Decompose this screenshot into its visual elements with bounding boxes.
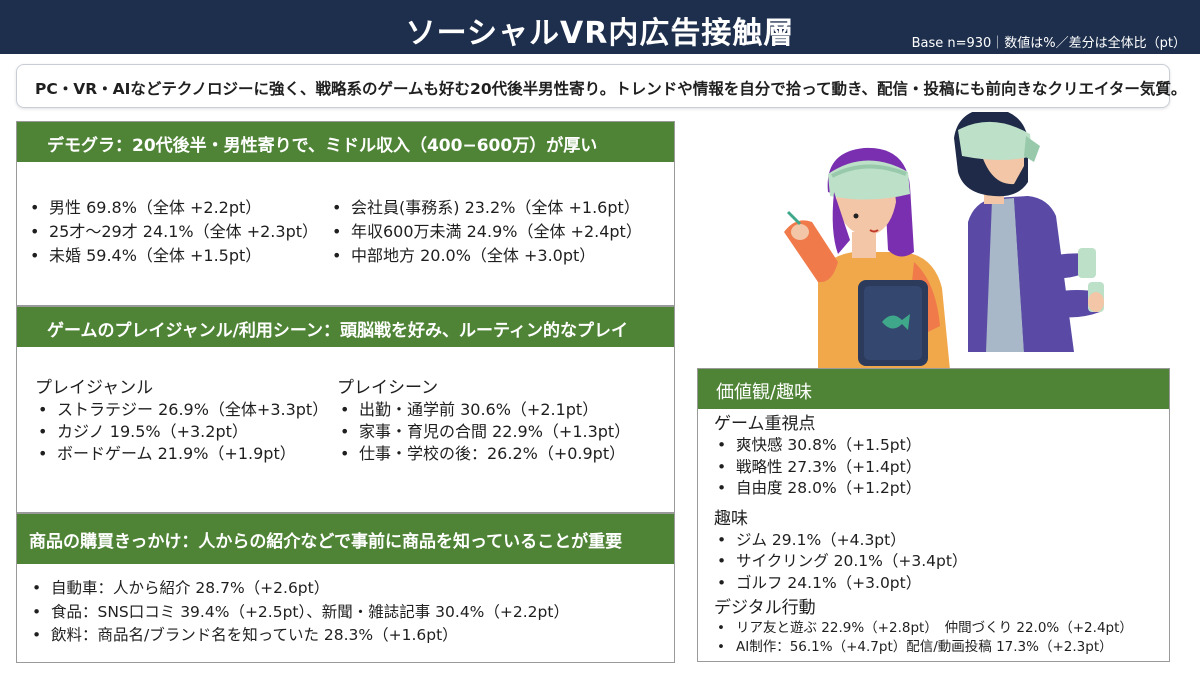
demographics-right-column: 会社員(事務系) 23.2%（全体 +1.6pt） 年収600万未満 24.9%… xyxy=(329,196,642,268)
demographics-left-column: 男性 69.8%（全体 +2.2pt） 25才〜29才 24.1%（全体 +2.… xyxy=(27,196,318,268)
page-title: ソーシャルVR内広告接触層 xyxy=(405,16,795,51)
genre-item: ボードゲーム 21.9%（+1.9pt） xyxy=(35,443,328,465)
digital-title: デジタル行動 xyxy=(714,598,816,618)
purchase-heading: 商品の購買きっかけ：人からの紹介などで事前に商品を知っていることが重要 xyxy=(17,514,674,564)
vr-people-icon xyxy=(784,108,1104,370)
genre-item: ストラテジー 26.9%（全体+3.3pt） xyxy=(35,399,328,421)
demographics-item: 中部地方 20.0%（全体 +3.0pt） xyxy=(329,244,642,268)
demographics-item: 25才〜29才 24.1%（全体 +2.3pt） xyxy=(27,220,318,244)
genre-title: プレイジャンル xyxy=(35,378,154,398)
scene-item: 出勤・通学前 30.6%（+2.1pt） xyxy=(337,399,630,421)
demographics-item: 年収600万未満 24.9%（全体 +2.4pt） xyxy=(329,220,642,244)
hobby-item: ゴルフ 24.1%（+3.0pt） xyxy=(714,573,1163,595)
game-priority-title: ゲーム重視点 xyxy=(714,414,816,434)
purchase-item: 自動車：人から紹介 28.7%（+2.6pt） xyxy=(29,577,569,601)
digital-item: AI制作：56.1%（+4.7pt）配信/動画投稿 17.3%（+2.3pt） xyxy=(714,638,1163,657)
genre-column: プレイジャンル ストラテジー 26.9%（全体+3.3pt） カジノ 19.5%… xyxy=(35,377,328,465)
game-priority-item: 自由度 28.0%（+1.2pt） xyxy=(714,478,1163,500)
scene-item: 家事・育児の合間 22.9%（+1.3pt） xyxy=(337,421,630,443)
genre-item: カジノ 19.5%（+3.2pt） xyxy=(35,421,328,443)
values-heading: 価値観/趣味 xyxy=(698,369,1169,409)
game-priority-item: 爽快感 30.8%（+1.5pt） xyxy=(714,435,1163,457)
header-bar: ソーシャルVR内広告接触層 Base n=930｜数値は%／差分は全体比（pt） xyxy=(0,0,1200,54)
base-note: Base n=930｜数値は%／差分は全体比（pt） xyxy=(911,36,1186,51)
demographics-item: 会社員(事務系) 23.2%（全体 +1.6pt） xyxy=(329,196,642,220)
purchase-item: 飲料：商品名/ブランド名を知っていた 28.3%（+1.6pt） xyxy=(29,624,569,648)
purchase-list: 自動車：人から紹介 28.7%（+2.6pt） 食品：SNS口コミ 39.4%（… xyxy=(29,577,569,648)
demographics-panel: デモグラ：20代後半・男性寄りで、ミドル収入（400−600万）が厚い 男性 6… xyxy=(16,121,675,306)
person-right xyxy=(954,108,1104,352)
hobby-item: サイクリング 20.1%（+3.4pt） xyxy=(714,551,1163,573)
values-body: ゲーム重視点 爽快感 30.8%（+1.5pt） 戦略性 27.3%（+1.4p… xyxy=(714,413,1163,657)
digital-item: リア友と遊ぶ 22.9%（+2.8pt） 仲間づくり 22.0%（+2.4pt） xyxy=(714,619,1163,638)
summary-box: PC・VR・AIなどテクノロジーに強く、戦略系のゲームも好む20代後半男性寄り。… xyxy=(16,64,1187,108)
scene-column: プレイシーン 出勤・通学前 30.6%（+2.1pt） 家事・育児の合間 22.… xyxy=(337,377,630,465)
game-heading: ゲームのプレイジャンル/利用シーン：頭脳戦を好み、ルーティン的なプレイ xyxy=(17,307,674,347)
demographics-heading: デモグラ：20代後半・男性寄りで、ミドル収入（400−600万）が厚い xyxy=(17,122,674,162)
scene-title: プレイシーン xyxy=(337,378,439,398)
scene-item: 仕事・学校の後：26.2%（+0.9pt） xyxy=(337,443,630,465)
game-priority-item: 戦略性 27.3%（+1.4pt） xyxy=(714,457,1163,479)
hobby-title: 趣味 xyxy=(714,508,748,529)
demographics-item: 未婚 59.4%（全体 +1.5pt） xyxy=(27,244,318,268)
hobby-item: ジム 29.1%（+4.3pt） xyxy=(714,530,1163,552)
purchase-panel: 商品の購買きっかけ：人からの紹介などで事前に商品を知っていることが重要 自動車：… xyxy=(16,513,675,663)
demographics-item: 男性 69.8%（全体 +2.2pt） xyxy=(27,196,318,220)
summary-text: PC・VR・AIなどテクノロジーに強く、戦略系のゲームも好む20代後半男性寄り。… xyxy=(35,80,1187,98)
values-panel: 価値観/趣味 ゲーム重視点 爽快感 30.8%（+1.5pt） 戦略性 27.3… xyxy=(697,368,1170,662)
vr-people-illustration xyxy=(778,108,1122,370)
purchase-item: 食品：SNS口コミ 39.4%（+2.5pt）、新聞・雑誌記事 30.4%（+2… xyxy=(29,601,569,625)
game-panel: ゲームのプレイジャンル/利用シーン：頭脳戦を好み、ルーティン的なプレイ プレイジ… xyxy=(16,306,675,513)
person-left xyxy=(784,147,950,370)
